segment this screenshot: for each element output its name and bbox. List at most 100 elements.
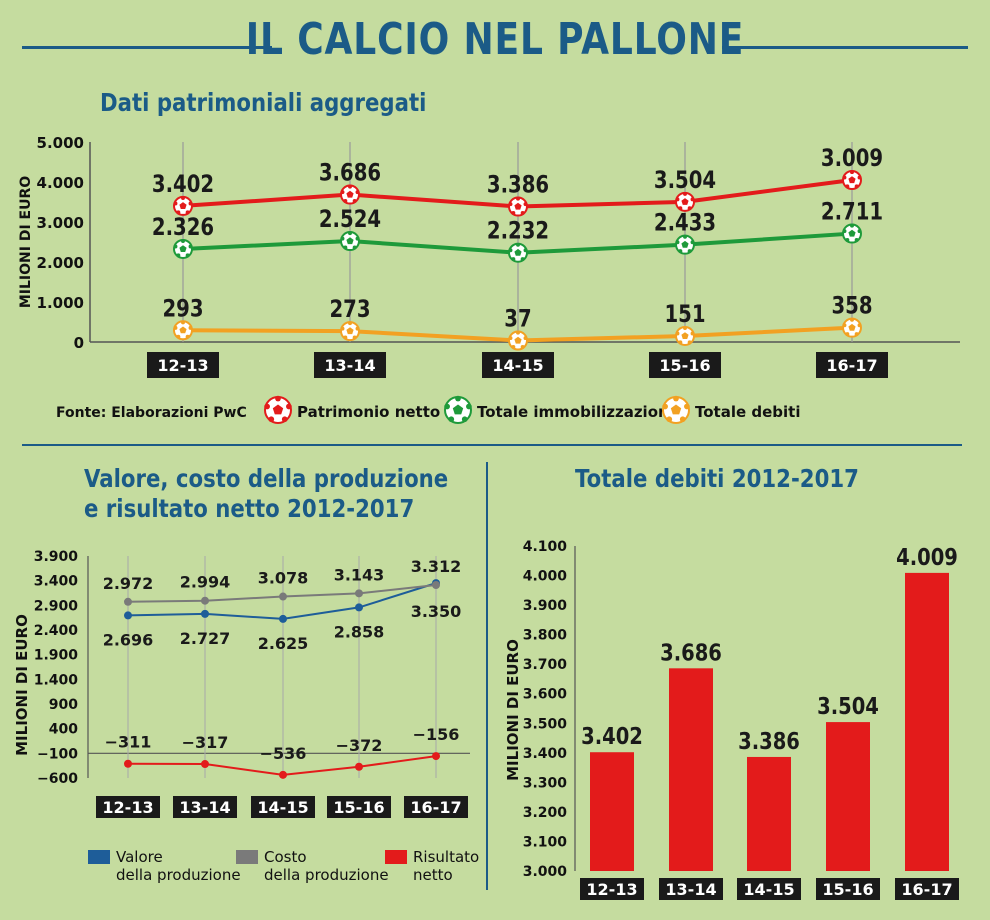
left-data-label-risultato: −536 [260,744,307,763]
left-legend-label: Valore [116,848,163,866]
left-data-label-costo: 2.972 [103,574,154,593]
page-title: IL CALCIO NEL PALLONE [245,14,745,65]
top-data-point [508,196,528,217]
top-x-tick-label: 15-16 [659,356,710,375]
section-divider [22,444,962,446]
top-source-note: Fonte: Elaborazioni PwC [56,405,247,421]
top-data-label: 2.232 [487,218,549,245]
left-data-point [355,762,363,771]
top-data-label: 2.326 [152,214,214,241]
left-data-point [201,760,209,769]
left-data-point [355,589,363,598]
right-data-label: 3.386 [738,728,800,755]
right-y-tick-label: 3.200 [523,805,568,821]
top-x-tick-box [816,352,888,378]
top-data-point [842,170,862,190]
left-legend-label-line2: della produzione [116,866,241,884]
top-data-point [842,223,862,244]
top-x-tick-label: 16-17 [826,356,877,375]
right-bar [826,722,870,871]
top-data-label: 3.386 [487,172,549,199]
left-data-label-valore: 3.350 [411,602,462,621]
top-data-label: 3.009 [821,145,883,172]
left-y-tick-label: 2.900 [34,598,79,614]
top-line-chart: MILIONI DI EURO 0 1.000 2.000 3.000 4.000 5.00… [18,134,960,424]
top-data-point [340,321,360,342]
left-chart-title-line2: e risultato netto 2012-2017 [84,494,415,523]
left-data-point [124,759,132,768]
right-y-tick-label: 3.600 [523,687,568,703]
left-legend-label: Costo [264,848,307,866]
top-legend-label: Totale immobilizzazioni [477,403,674,421]
top-data-point [675,191,695,212]
left-legend-swatch [88,850,110,864]
left-data-label-risultato: −317 [182,733,229,752]
top-x-tick-box [314,352,386,378]
right-x-tick-box [895,878,959,900]
top-y-tick-label: 1.000 [37,294,84,312]
left-data-label-costo: 2.994 [180,573,231,592]
right-data-label: 4.009 [896,544,958,571]
top-data-point [675,325,695,346]
left-y-tick-label: −600 [37,771,78,787]
top-data-label: 2.524 [319,206,381,233]
left-data-label-valore: 2.858 [334,622,385,641]
right-y-tick-label: 3.000 [523,864,568,880]
left-data-label-valore: 2.727 [180,629,231,648]
top-y-tick-label: 2.000 [37,254,84,272]
left-data-point [124,597,132,606]
top-x-tick-label: 12-13 [157,356,208,375]
top-legend-label: Patrimonio netto [297,403,440,421]
top-data-label: 151 [664,301,705,328]
left-data-label-risultato: −156 [413,725,460,744]
top-y-tick-label: 5.000 [37,134,84,152]
top-data-label: 3.402 [152,171,214,198]
top-x-tick-box [482,352,554,378]
title-rule-right [722,46,968,49]
left-data-point [124,611,132,620]
left-legend-label: Risultato [413,848,479,866]
right-y-tick-label: 3.100 [523,834,568,850]
right-data-label: 3.402 [581,724,643,751]
top-data-point [340,184,360,205]
right-y-tick-label: 3.400 [523,746,568,762]
left-data-label-risultato: −311 [105,733,152,752]
left-y-tick-label: 1.900 [34,648,79,664]
right-x-tick-box [737,878,801,900]
right-x-tick-label: 16-17 [901,880,952,899]
left-x-tick-label: 15-16 [333,798,384,817]
left-data-label-valore: 2.696 [103,630,154,649]
right-y-tick-label: 4.100 [523,539,568,555]
left-y-axis-label: MILIONI DI EURO [13,614,31,756]
left-x-tick-box [173,796,237,818]
right-y-tick-label: 3.500 [523,716,568,732]
top-data-point [173,195,193,216]
left-legend-swatch [385,850,407,864]
right-x-tick-label: 15-16 [822,880,873,899]
right-data-label: 3.504 [817,694,879,721]
top-data-label: 37 [504,306,531,333]
left-y-tick-label: 900 [49,697,78,713]
right-x-tick-label: 13-14 [665,880,716,899]
top-data-point [173,320,193,341]
left-data-label-risultato: −372 [336,736,383,755]
top-data-label: 293 [162,296,203,323]
left-data-label-costo: 3.143 [334,565,385,584]
top-legend-label: Totale debiti [695,403,800,421]
top-y-tick-label: 0 [74,334,84,352]
left-chart-title-line1: Valore, costo della produzione [84,464,449,493]
left-x-tick-label: 14-15 [257,798,308,817]
left-data-label-costo: 3.312 [411,557,462,576]
right-x-tick-label: 14-15 [743,880,794,899]
left-data-point [432,581,440,590]
left-x-tick-label: 16-17 [410,798,461,817]
left-data-label-costo: 3.078 [258,569,309,588]
left-legend-swatch [236,850,258,864]
left-line-chart: MILIONI DI EURO 3.900 3.400 2.900 2.400 1.900… [13,549,479,884]
left-y-tick-label: 2.400 [34,623,79,639]
top-data-point [173,238,193,259]
top-data-point [508,242,528,263]
right-y-axis-label: MILIONI DI EURO [504,639,522,781]
top-data-label: 273 [329,296,370,323]
right-bar [590,752,634,871]
